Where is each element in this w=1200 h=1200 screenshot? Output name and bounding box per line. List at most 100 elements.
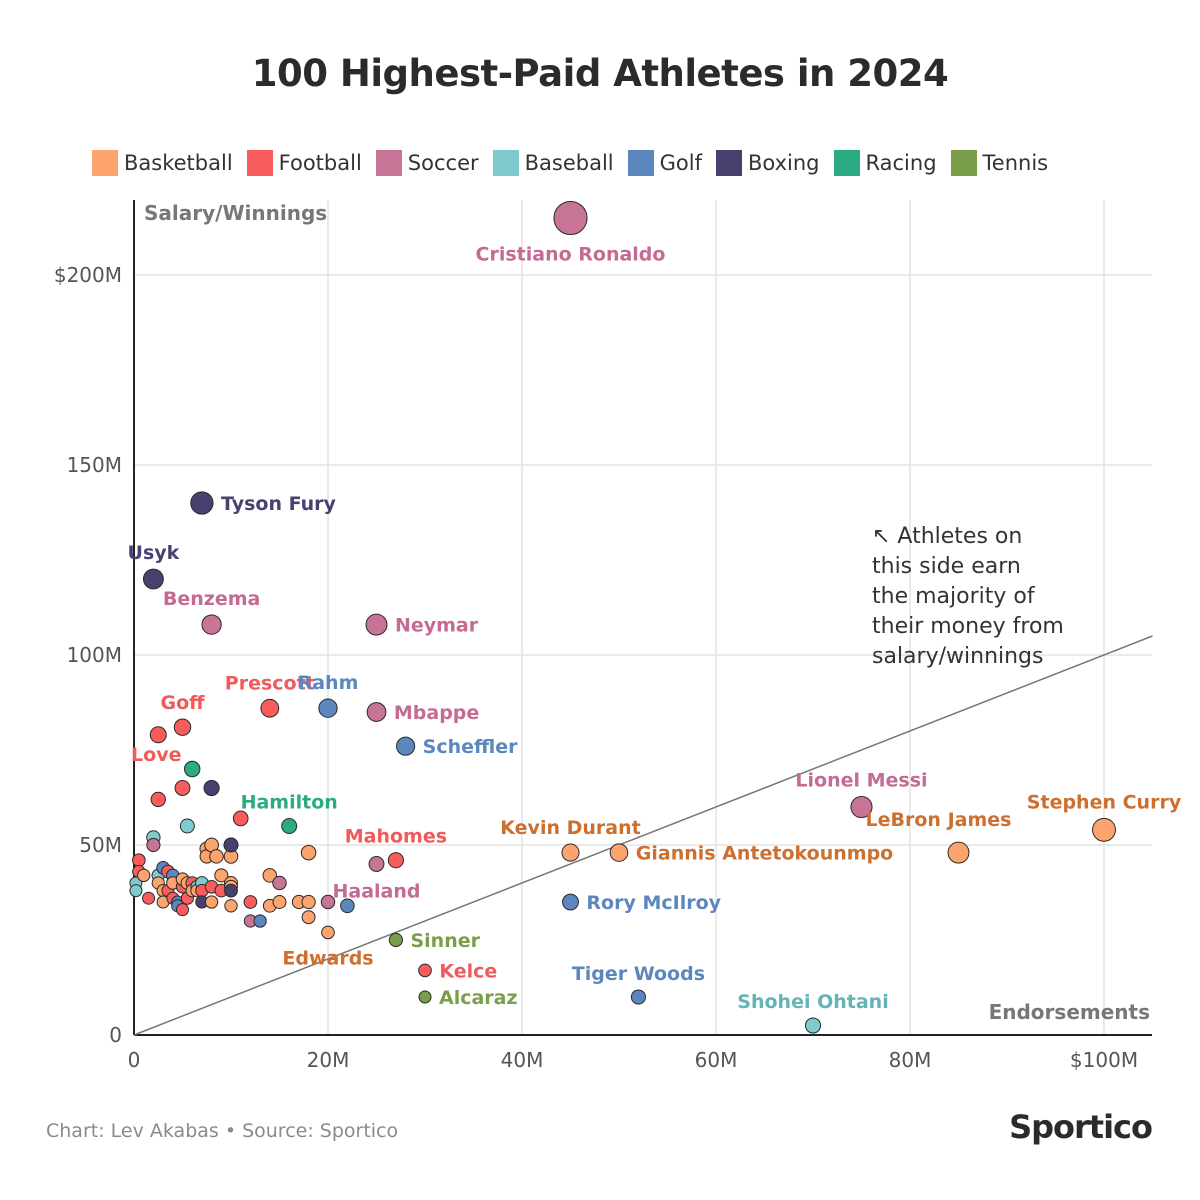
y-axis-title: Salary/Winnings [144, 201, 327, 225]
annotation-text: this side earn [872, 554, 1021, 579]
data-point-rahm [318, 698, 338, 718]
data-point-tiger-woods [630, 989, 646, 1005]
legend-label-soccer: Soccer [407, 151, 479, 175]
x-tick-label: $100M [1070, 1048, 1138, 1072]
data-point-basketball [224, 899, 238, 913]
data-label-alcaraz: Alcaraz [439, 987, 518, 1009]
data-point-basketball [272, 895, 287, 909]
data-point-tyson-fury [190, 491, 214, 515]
legend: Basketball Football Soccer Baseball Golf… [92, 150, 1062, 176]
data-point-prescott [260, 698, 280, 718]
data-point-boxing [203, 779, 220, 797]
legend-label-basketball: Basketball [124, 151, 233, 175]
data-point-scheffler [396, 736, 416, 756]
data-point-baseball [129, 884, 143, 898]
data-point-basketball [137, 868, 151, 883]
legend-item-baseball: Baseball [492, 150, 614, 176]
data-point-basketball [209, 849, 224, 864]
brand-logo: Sportico [1009, 1108, 1153, 1146]
data-point-boxing [224, 883, 238, 898]
data-point-usyk [142, 568, 164, 590]
data-point-football [232, 810, 249, 827]
legend-label-tennis: Tennis [982, 151, 1049, 175]
data-label-hamilton: Hamilton [241, 792, 338, 814]
legend-label-football: Football [278, 151, 362, 175]
data-point-mbappe [366, 702, 387, 722]
data-label-tiger-woods: Tiger Woods [572, 963, 705, 985]
data-label-benzema: Benzema [163, 588, 260, 610]
grid [134, 200, 1152, 1035]
legend-item-golf: Golf [627, 150, 702, 176]
data-point-neymar [365, 613, 388, 636]
data-point-football [176, 903, 189, 917]
y-tick-label: $200M [54, 263, 122, 287]
data-point-hamilton [281, 818, 298, 834]
annotation-text: their money from [872, 614, 1064, 639]
data-label-goff: Goff [160, 692, 205, 714]
data-point-edwards [321, 925, 335, 940]
data-point-stephen-curry [1092, 817, 1116, 842]
data-label-giannis-antetokounmpo: Giannis Antetokounmpo [636, 843, 893, 865]
data-point-cristiano-ronaldo [553, 200, 588, 236]
legend-swatch-racing [833, 150, 860, 176]
y-tick-label: 150M [67, 453, 122, 477]
legend-item-football: Football [246, 150, 362, 176]
annotation-text: ↖ Athletes on [872, 524, 1022, 549]
data-label-sinner: Sinner [410, 930, 480, 952]
data-point-baseball [179, 818, 195, 834]
data-point-alcaraz [418, 990, 432, 1004]
x-tick-label: 0 [128, 1048, 141, 1072]
annotation-text: salary/winnings [872, 644, 1044, 669]
y-tick-label: 100M [67, 643, 122, 667]
x-tick-label: 40M [501, 1048, 544, 1072]
legend-label-racing: Racing [865, 151, 937, 175]
data-point-rory-mcilroy [562, 893, 579, 911]
data-point-golf [253, 914, 267, 928]
data-point-football [132, 853, 146, 868]
data-point-basketball [204, 895, 219, 909]
legend-item-tennis: Tennis [950, 150, 1049, 176]
data-label-usyk: Usyk [128, 542, 180, 564]
data-label-kelce: Kelce [439, 960, 497, 982]
legend-label-boxing: Boxing [748, 151, 820, 175]
data-point-racing [183, 760, 201, 778]
data-label-stephen-curry: Stephen Curry [1027, 791, 1182, 813]
x-tick-label: 60M [695, 1048, 738, 1072]
data-point-benzema [201, 614, 222, 635]
data-point-football [174, 780, 191, 796]
legend-label-baseball: Baseball [524, 151, 614, 175]
data-point-sinner [388, 932, 403, 948]
data-point-boxing [223, 837, 239, 853]
data-point-golf [340, 898, 355, 914]
data-label-love: Love [131, 744, 181, 766]
data-point-giannis-antetokounmpo [609, 843, 629, 862]
data-point-shohei-ohtani [804, 1017, 822, 1034]
data-label-mbappe: Mbappe [394, 702, 479, 724]
chart-title: 100 Highest-Paid Athletes in 2024 [251, 52, 949, 95]
annotation-text: the majority of [872, 584, 1036, 609]
data-point-mahomes [387, 852, 404, 869]
data-point-lionel-messi [850, 795, 873, 819]
data-label-rahm: Rahm [298, 672, 359, 694]
reference-line [133, 635, 1153, 1036]
data-label-kevin-durant: Kevin Durant [500, 817, 640, 839]
annotation-group: ↖ Athletes on this side earn the majority … [872, 524, 1064, 669]
data-point-soccer [320, 894, 336, 910]
data-point-basketball [214, 868, 229, 883]
data-points [129, 200, 1116, 1034]
data-point-basketball [301, 910, 316, 925]
legend-label-golf: Golf [659, 151, 702, 175]
data-point-basketball [262, 868, 278, 883]
data-label-lionel-messi: Lionel Messi [795, 769, 927, 791]
footer-credit: Chart: Lev Akabas • Source: Sportico [46, 1120, 399, 1142]
data-point-basketball [301, 894, 316, 910]
data-label-shohei-ohtani: Shohei Ohtani [737, 991, 888, 1013]
data-label-prescott: Prescott [225, 672, 315, 694]
legend-item-boxing: Boxing [716, 150, 820, 176]
legend-item-racing: Racing [833, 150, 937, 176]
data-point-love [149, 726, 167, 744]
x-tick-label: 20M [307, 1048, 350, 1072]
legend-swatch-football [246, 150, 273, 176]
data-point-football [243, 895, 258, 909]
data-label-scheffler: Scheffler [423, 736, 518, 758]
